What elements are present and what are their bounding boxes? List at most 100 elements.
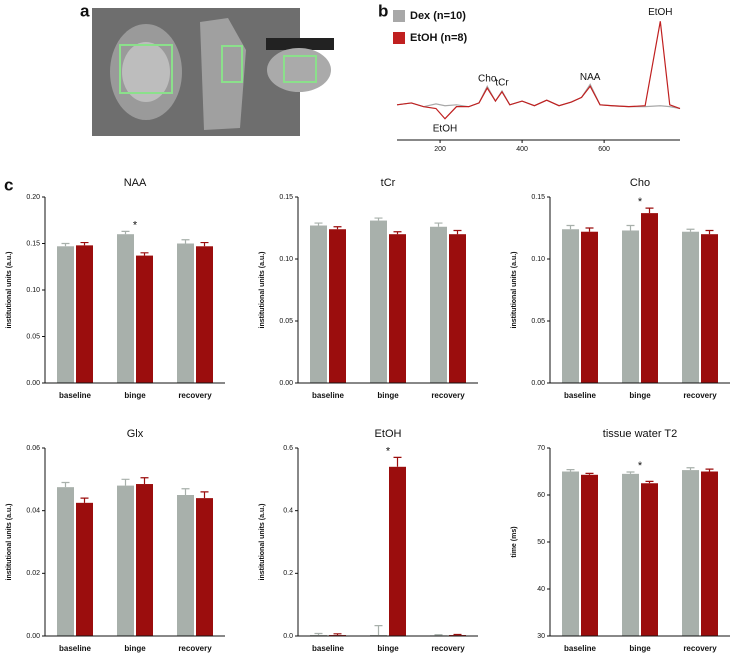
error-bar xyxy=(566,224,575,230)
bar xyxy=(622,473,639,636)
y-tick-label: 0.15 xyxy=(531,194,545,201)
bar xyxy=(622,230,639,383)
bar xyxy=(76,502,93,636)
bar xyxy=(196,498,213,636)
x-tick-label: baseline xyxy=(312,644,345,653)
bar xyxy=(389,234,406,383)
legend-swatch xyxy=(393,32,405,44)
x-tick-label: recovery xyxy=(683,391,717,400)
error-bar xyxy=(645,480,654,484)
error-bar xyxy=(705,468,714,472)
error-bar xyxy=(61,242,70,247)
error-bar xyxy=(585,472,594,475)
chart-title: NAA xyxy=(124,177,147,189)
error-bar xyxy=(393,231,402,235)
error-bar xyxy=(374,625,383,636)
error-bar xyxy=(626,471,635,474)
y-tick-label: 0.4 xyxy=(283,508,293,515)
error-bar xyxy=(181,239,190,244)
image-band xyxy=(266,38,334,50)
x-tick-label: binge xyxy=(124,391,146,400)
brain-slice xyxy=(267,48,331,92)
x-tick-label: recovery xyxy=(178,391,212,400)
x-tick-label: recovery xyxy=(431,644,465,653)
panel-label: b xyxy=(378,1,388,20)
error-bar xyxy=(434,222,443,227)
x-tick-label: binge xyxy=(629,391,651,400)
y-axis-label: time (ms) xyxy=(511,526,518,557)
error-bar xyxy=(453,633,462,636)
error-bar xyxy=(333,226,342,230)
error-bar xyxy=(453,229,462,235)
error-bar xyxy=(140,477,149,485)
x-tick-label: binge xyxy=(377,644,399,653)
y-axis-label: institutional units (a.u.) xyxy=(6,504,13,581)
error-bar xyxy=(566,469,575,472)
y-tick-label: 0.2 xyxy=(283,570,293,577)
y-tick-label: 0.10 xyxy=(531,256,545,263)
error-bar xyxy=(333,633,342,636)
y-tick-label: 0.02 xyxy=(26,570,40,577)
chart-title: Cho xyxy=(630,177,650,189)
chart-title: tCr xyxy=(381,177,396,189)
error-bar xyxy=(686,467,695,471)
chart-title: Glx xyxy=(127,428,144,440)
y-tick-label: 0.00 xyxy=(279,380,293,387)
error-bar xyxy=(200,241,209,247)
bar xyxy=(449,234,466,383)
error-bar xyxy=(393,456,402,467)
bar xyxy=(701,234,718,383)
voxel-box xyxy=(119,44,173,94)
y-tick-label: 50 xyxy=(537,539,545,546)
y-tick-label: 60 xyxy=(537,492,545,499)
peak-label: EtOH xyxy=(648,7,672,18)
x-tick-label: binge xyxy=(377,391,399,400)
y-tick-label: 70 xyxy=(537,445,545,452)
spectrum-line xyxy=(396,21,681,120)
error-bar xyxy=(686,228,695,232)
bar xyxy=(641,483,658,636)
peak-label: tCr xyxy=(495,77,509,88)
legend-label: Dex (n=10) xyxy=(410,10,466,22)
y-tick-label: 0.6 xyxy=(283,445,293,452)
error-bar xyxy=(705,229,714,235)
y-tick-label: 0.15 xyxy=(26,240,40,247)
bar xyxy=(682,231,699,383)
bar xyxy=(177,243,194,383)
error-bar xyxy=(645,207,654,214)
bar xyxy=(57,246,74,383)
y-tick-label: 0.0 xyxy=(283,633,293,640)
error-bar xyxy=(121,230,130,235)
y-tick-label: 0.10 xyxy=(26,287,40,294)
x-tick-label: 400 xyxy=(516,146,528,153)
significance-marker: * xyxy=(386,445,391,457)
error-bar xyxy=(434,634,443,636)
x-tick-label: baseline xyxy=(312,391,345,400)
legend-swatch xyxy=(393,10,405,22)
bar xyxy=(641,213,658,383)
bar xyxy=(310,225,327,383)
peak-label: EtOH xyxy=(433,123,457,134)
y-tick-label: 0.00 xyxy=(531,380,545,387)
y-axis-label: institutional units (a.u.) xyxy=(259,504,266,581)
x-tick-label: 600 xyxy=(598,146,610,153)
y-tick-label: 0.05 xyxy=(531,318,545,325)
peak-label: NAA xyxy=(580,72,601,83)
error-bar xyxy=(626,224,635,231)
legend-label: EtOH (n=8) xyxy=(410,32,467,44)
bar xyxy=(177,495,194,636)
significance-marker: * xyxy=(638,460,643,472)
error-bar xyxy=(314,632,323,636)
bar xyxy=(196,246,213,383)
x-tick-label: 200 xyxy=(434,146,446,153)
bar xyxy=(57,487,74,636)
y-tick-label: 0.05 xyxy=(26,333,40,340)
y-axis-label: institutional units (a.u.) xyxy=(259,252,266,329)
peak-label: Cho xyxy=(478,74,497,85)
x-tick-label: binge xyxy=(124,644,146,653)
voxel-box xyxy=(221,45,243,83)
bar xyxy=(581,474,598,636)
error-bar xyxy=(314,222,323,226)
bar xyxy=(701,471,718,636)
